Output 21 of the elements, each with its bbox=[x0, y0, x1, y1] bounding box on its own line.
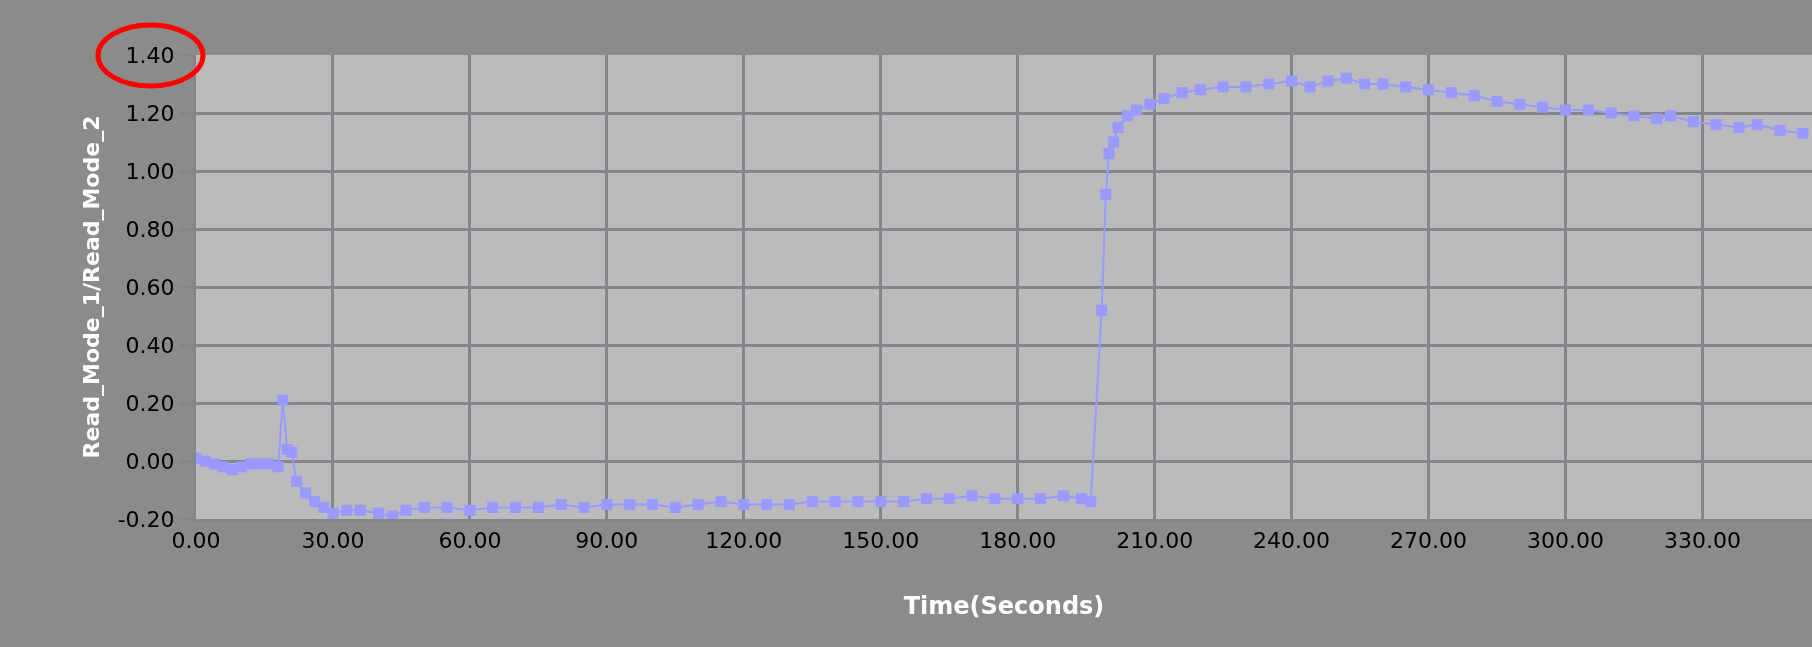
x-axis-title: Time(Seconds) bbox=[903, 591, 1105, 620]
y-tick-label: 0.40 bbox=[125, 332, 175, 358]
x-tick-label: 30.00 bbox=[301, 528, 365, 554]
y-tick-label: 0.80 bbox=[125, 216, 175, 242]
x-tick-label: 180.00 bbox=[979, 528, 1057, 554]
x-tick-label: 60.00 bbox=[438, 528, 502, 554]
x-tick-label: 330.00 bbox=[1663, 528, 1741, 554]
y-tick-label: 0.60 bbox=[125, 274, 175, 300]
y-tick-label: 1.40 bbox=[125, 42, 175, 68]
y-axis-title: Read_Mode_1/Read_Mode_2 bbox=[79, 115, 105, 459]
x-tick-label: 210.00 bbox=[1116, 528, 1194, 554]
x-tick-label: 150.00 bbox=[842, 528, 920, 554]
y-tick-label: 1.20 bbox=[125, 100, 175, 126]
y-tick-label: 0.20 bbox=[125, 390, 175, 416]
x-tick-label: 270.00 bbox=[1390, 528, 1468, 554]
x-tick-label: 120.00 bbox=[705, 528, 783, 554]
x-tick-label: 240.00 bbox=[1253, 528, 1331, 554]
x-tick-label: 90.00 bbox=[575, 528, 639, 554]
y-tick-label: 0.00 bbox=[125, 448, 175, 474]
y-tick-label: 1.00 bbox=[125, 158, 175, 184]
x-tick-label: 300.00 bbox=[1527, 528, 1604, 554]
